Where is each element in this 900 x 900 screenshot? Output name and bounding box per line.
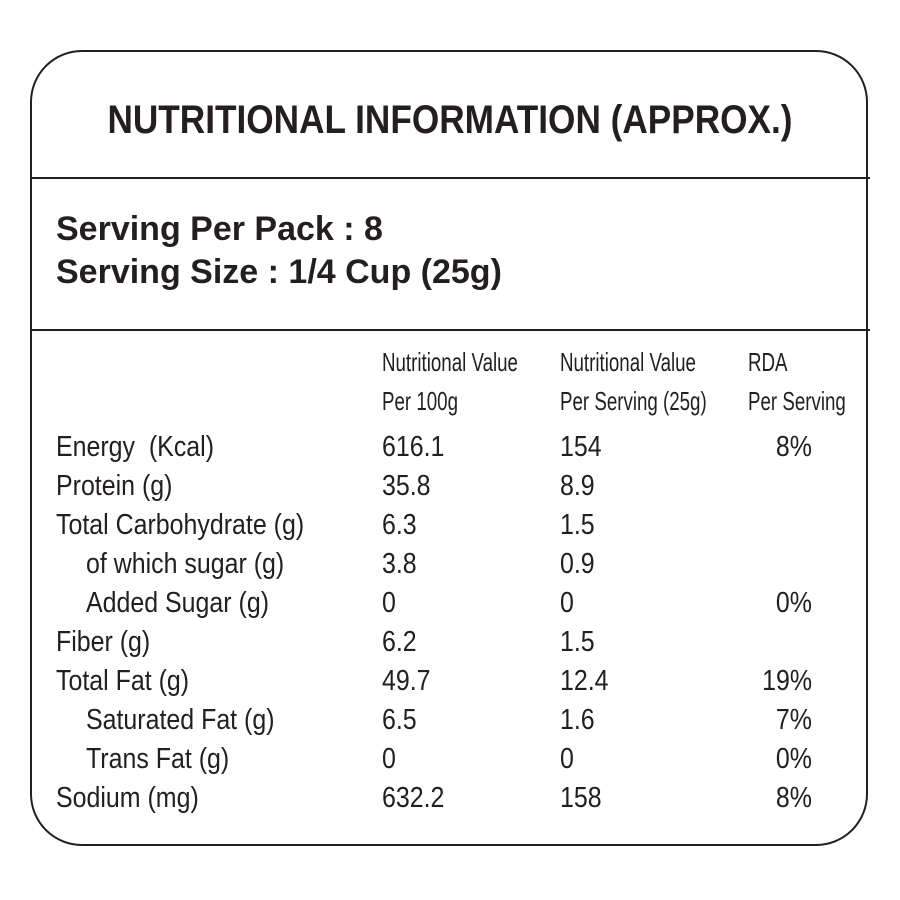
- column-header: Nutritional Value: [382, 347, 518, 377]
- per-100g: 0: [382, 587, 396, 619]
- row-label: Trans Fat (g): [86, 743, 230, 775]
- divider: [30, 177, 870, 179]
- row-label: Total Carbohydrate (g): [56, 509, 305, 541]
- rda: 8%: [775, 782, 812, 814]
- per-serving: 0: [560, 743, 574, 775]
- column-header: Nutritional Value: [560, 347, 696, 377]
- row-label: Fiber (g): [56, 626, 151, 658]
- title: NUTRITIONAL INFORMATION (APPROX.): [107, 98, 793, 142]
- column-header: Per Serving: [748, 386, 846, 416]
- column-header: Per 100g: [382, 386, 458, 416]
- per-serving: 0: [560, 587, 574, 619]
- per-serving: 1.5: [560, 626, 595, 658]
- per-100g: 616.1: [382, 431, 445, 463]
- column-header: RDA: [748, 347, 788, 377]
- divider: [30, 329, 870, 331]
- serving-per-pack: Serving Per Pack : 8: [56, 210, 383, 248]
- serving-size: Serving Size : 1/4 Cup (25g): [56, 253, 502, 291]
- per-100g: 49.7: [382, 665, 431, 697]
- column-header: Per Serving (25g): [560, 386, 707, 416]
- row-label: of which sugar (g): [86, 548, 285, 580]
- per-100g: 0: [382, 743, 396, 775]
- per-100g: 35.8: [382, 470, 431, 502]
- per-serving: 158: [560, 782, 602, 814]
- per-100g: 6.3: [382, 509, 417, 541]
- per-serving: 1.6: [560, 704, 595, 736]
- rda: 7%: [775, 704, 812, 736]
- per-serving: 8.9: [560, 470, 595, 502]
- per-serving: 1.5: [560, 509, 595, 541]
- per-100g: 6.2: [382, 626, 417, 658]
- label-border: [30, 50, 868, 846]
- per-serving: 0.9: [560, 548, 595, 580]
- rda: 19%: [762, 665, 812, 697]
- rda: 8%: [775, 431, 812, 463]
- per-100g: 6.5: [382, 704, 417, 736]
- row-label: Sodium (mg): [56, 782, 199, 814]
- per-100g: 632.2: [382, 782, 445, 814]
- rda: 0%: [775, 743, 812, 775]
- row-label: Total Fat (g): [56, 665, 190, 697]
- row-label: Added Sugar (g): [86, 587, 270, 619]
- rda: 0%: [775, 587, 812, 619]
- row-label: Protein (g): [56, 470, 173, 502]
- row-label: Energy (Kcal): [56, 431, 215, 463]
- per-serving: 12.4: [560, 665, 609, 697]
- per-serving: 154: [560, 431, 602, 463]
- per-100g: 3.8: [382, 548, 417, 580]
- row-label: Saturated Fat (g): [86, 704, 275, 736]
